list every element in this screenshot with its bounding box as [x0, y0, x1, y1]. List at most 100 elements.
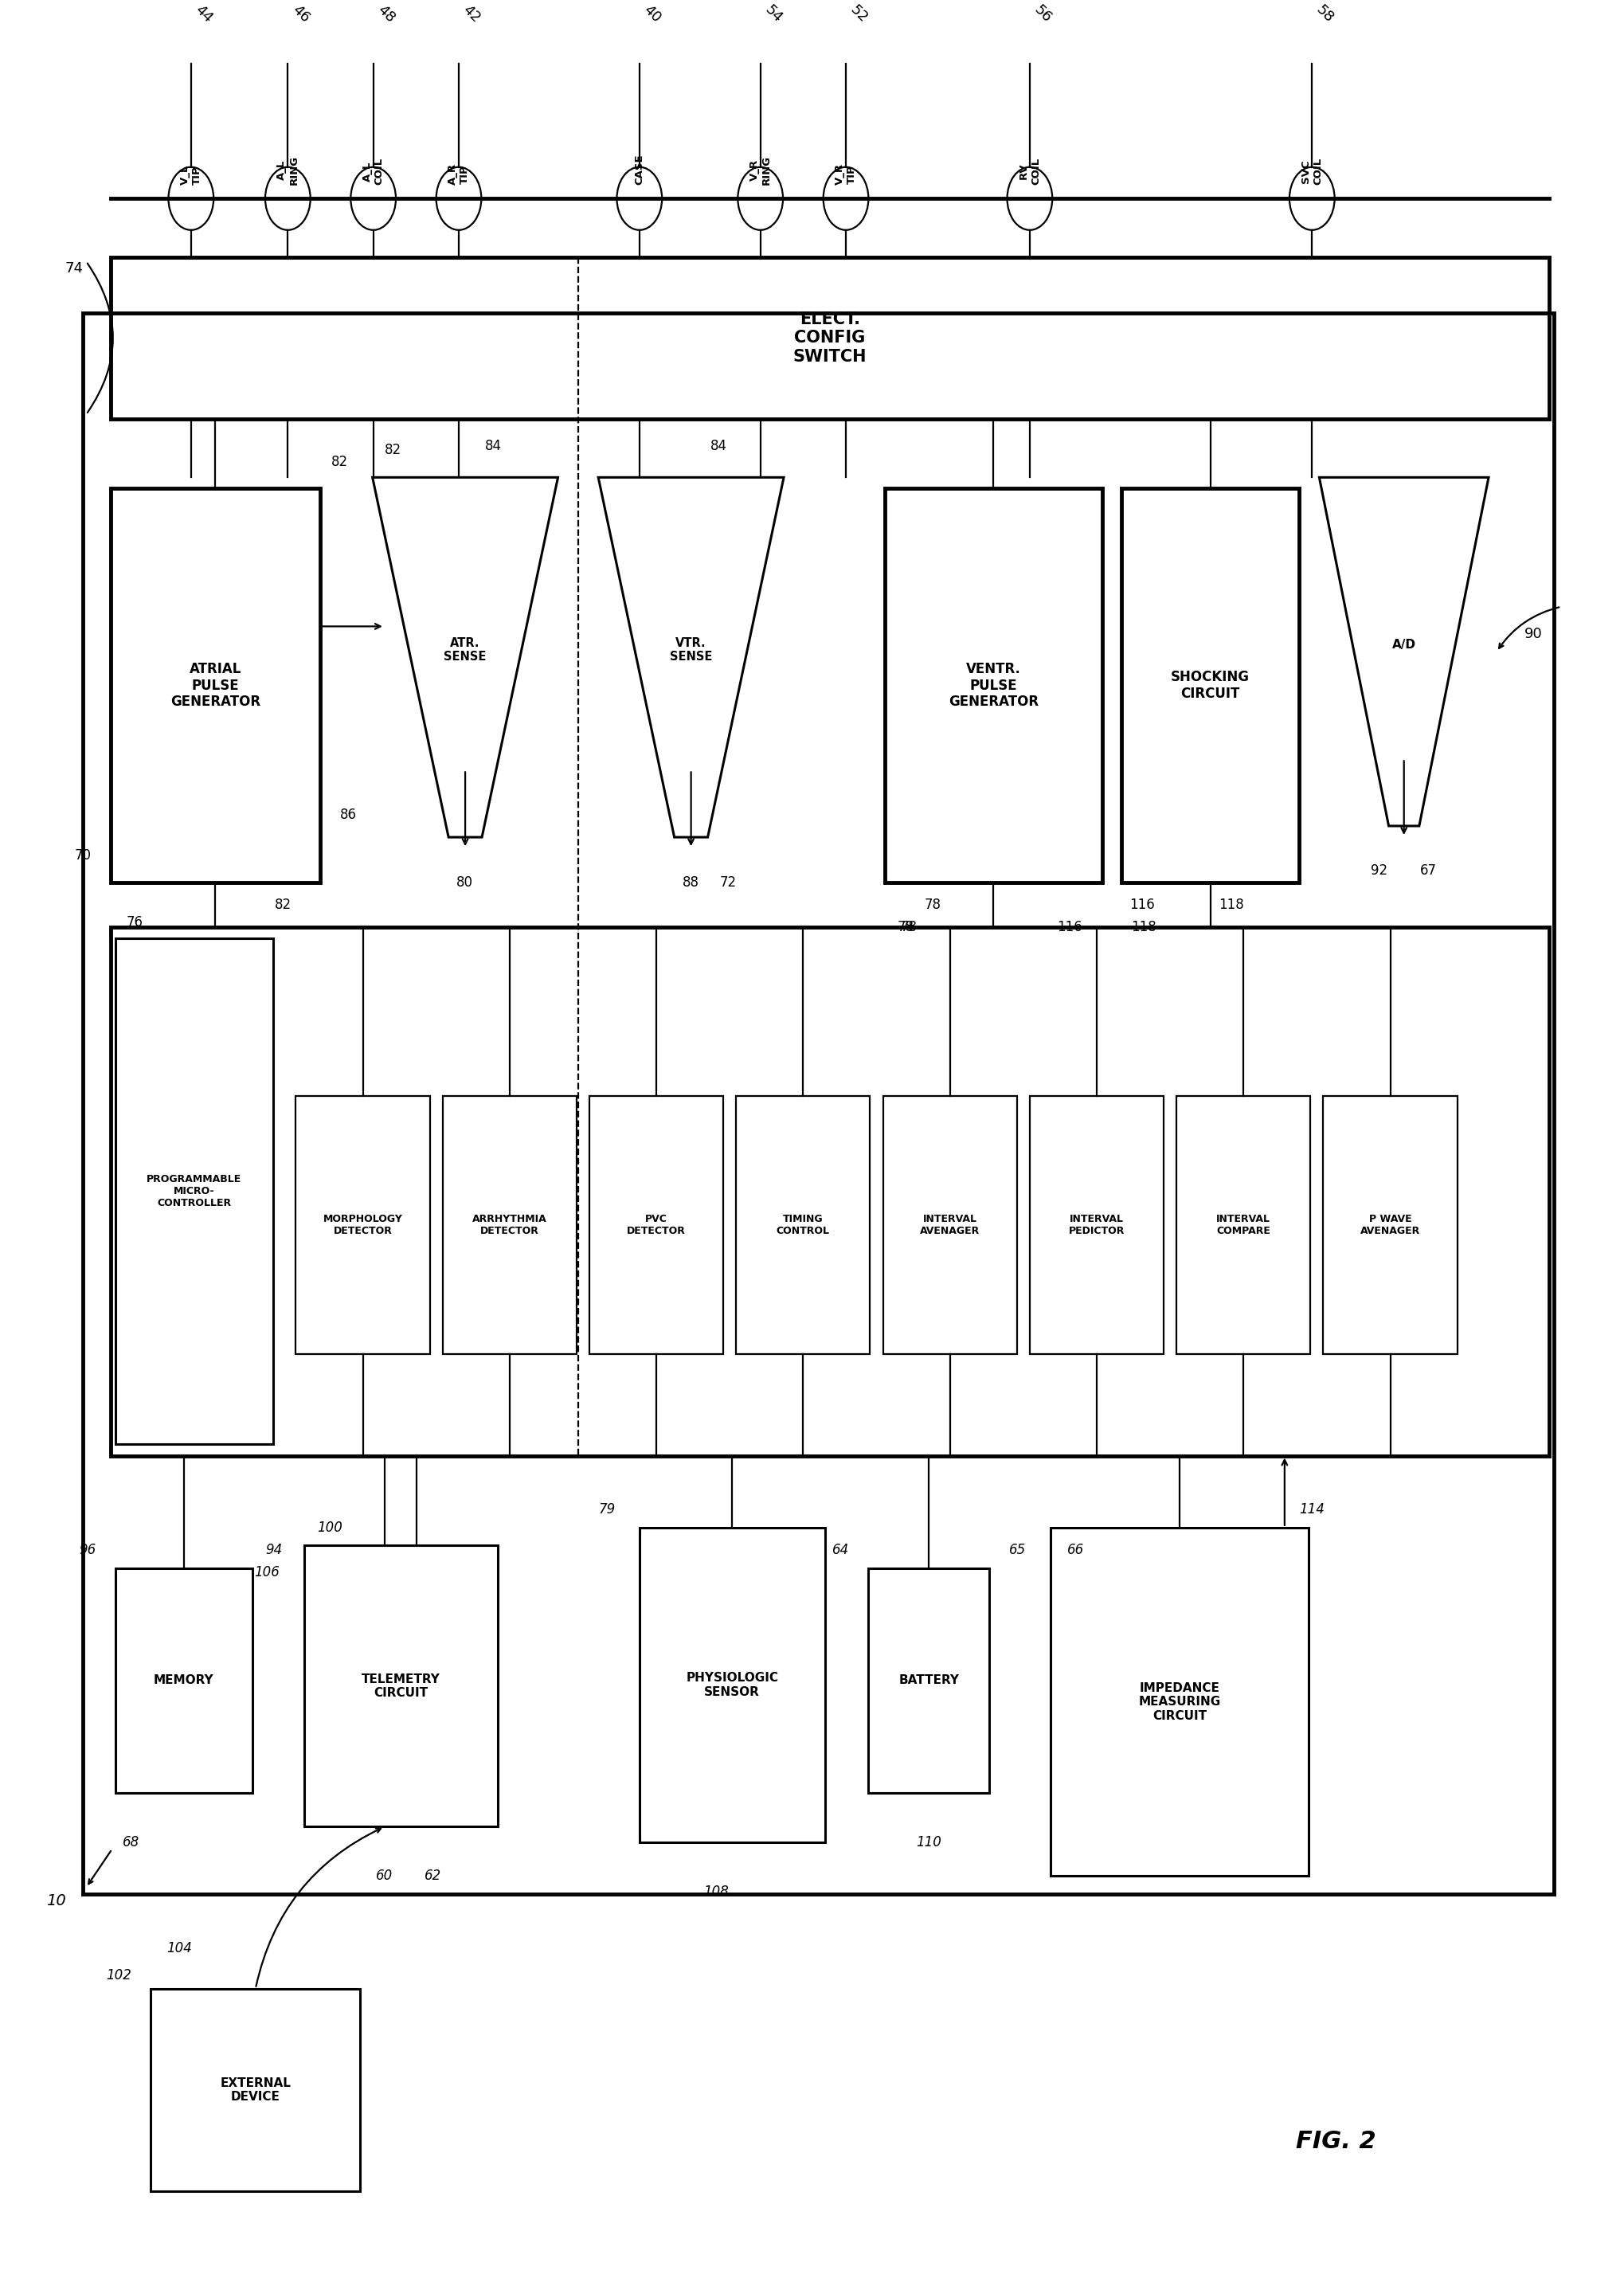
Text: 64: 64 — [831, 1543, 849, 1556]
Text: A/D: A/D — [1392, 639, 1416, 650]
Text: A_L
COIL: A_L COIL — [362, 157, 385, 185]
Text: 102: 102 — [106, 1967, 132, 1983]
Text: PVC
DETECTOR: PVC DETECTOR — [627, 1214, 685, 1237]
Bar — [83, 313, 1554, 1894]
Polygon shape — [598, 477, 784, 837]
Text: BATTERY: BATTERY — [898, 1675, 960, 1686]
Text: 58: 58 — [1314, 2, 1337, 25]
Text: 86: 86 — [339, 808, 356, 822]
Bar — [1176, 1095, 1311, 1356]
Bar — [590, 1095, 723, 1356]
Text: 82: 82 — [274, 897, 292, 913]
Text: 79: 79 — [598, 1502, 615, 1518]
Text: 74: 74 — [65, 260, 83, 276]
Bar — [736, 1095, 870, 1356]
Text: 40: 40 — [641, 2, 664, 25]
Text: 48: 48 — [375, 2, 398, 25]
Text: V_R
RING: V_R RING — [749, 155, 771, 185]
Text: 108: 108 — [703, 1885, 729, 1899]
Text: 116: 116 — [1130, 897, 1155, 913]
Text: TELEMETRY
CIRCUIT: TELEMETRY CIRCUIT — [361, 1673, 440, 1700]
Text: MEMORY: MEMORY — [154, 1675, 214, 1686]
Text: 78: 78 — [901, 920, 918, 933]
Text: 114: 114 — [1299, 1502, 1325, 1518]
Text: 78: 78 — [924, 897, 942, 913]
Text: IMPEDANCE
MEASURING
CIRCUIT: IMPEDANCE MEASURING CIRCUIT — [1138, 1682, 1221, 1721]
Bar — [885, 488, 1103, 883]
Text: 66: 66 — [1067, 1543, 1083, 1556]
Bar — [304, 1545, 497, 1826]
Text: 52: 52 — [848, 2, 870, 25]
Text: 118: 118 — [1132, 920, 1156, 933]
Text: 56: 56 — [1031, 2, 1054, 25]
Text: 62: 62 — [424, 1869, 442, 1883]
Text: PROGRAMMABLE
MICRO-
CONTROLLER: PROGRAMMABLE MICRO- CONTROLLER — [146, 1175, 242, 1209]
Text: FIG. 2: FIG. 2 — [1296, 2129, 1376, 2154]
Text: 116: 116 — [1057, 920, 1083, 933]
Text: A_L
RING: A_L RING — [276, 155, 299, 185]
Text: 44: 44 — [192, 2, 216, 25]
Text: SVC
COIL: SVC COIL — [1301, 157, 1324, 185]
Text: 65: 65 — [1009, 1543, 1026, 1556]
Text: V_R
TIP: V_R TIP — [835, 164, 857, 185]
Bar — [151, 1988, 361, 2191]
Text: MORPHOLOGY
DETECTOR: MORPHOLOGY DETECTOR — [323, 1214, 403, 1237]
Text: 88: 88 — [682, 874, 698, 890]
Bar — [883, 1095, 1017, 1356]
Bar — [110, 488, 320, 883]
Text: INTERVAL
PEDICTOR: INTERVAL PEDICTOR — [1069, 1214, 1125, 1237]
Text: 104: 104 — [167, 1942, 192, 1956]
Text: 96: 96 — [80, 1543, 96, 1556]
Text: PHYSIOLOGIC
SENSOR: PHYSIOLOGIC SENSOR — [685, 1673, 778, 1698]
Bar — [640, 1527, 825, 1842]
Text: 82: 82 — [385, 443, 401, 459]
Text: 70: 70 — [75, 849, 91, 863]
Text: INTERVAL
AVENAGER: INTERVAL AVENAGER — [919, 1214, 979, 1237]
Text: 84: 84 — [710, 438, 728, 454]
Text: INTERVAL
COMPARE: INTERVAL COMPARE — [1216, 1214, 1270, 1237]
Text: 84: 84 — [484, 438, 502, 454]
Text: TIMING
CONTROL: TIMING CONTROL — [776, 1214, 830, 1237]
Bar — [110, 258, 1549, 420]
Text: 92: 92 — [1371, 865, 1389, 879]
Text: ARRHYTHMIA
DETECTOR: ARRHYTHMIA DETECTOR — [473, 1214, 547, 1237]
Bar — [115, 938, 273, 1445]
Polygon shape — [372, 477, 559, 837]
Text: A_R
TIP: A_R TIP — [448, 164, 469, 185]
Text: VTR.
SENSE: VTR. SENSE — [669, 637, 713, 664]
Polygon shape — [1319, 477, 1489, 826]
Text: 118: 118 — [1218, 897, 1244, 913]
Text: 100: 100 — [317, 1520, 343, 1536]
Bar — [443, 1095, 577, 1356]
Text: 76: 76 — [127, 915, 143, 929]
Text: ATR.
SENSE: ATR. SENSE — [443, 637, 487, 664]
Bar — [110, 926, 1549, 1456]
Text: VENTR.
PULSE
GENERATOR: VENTR. PULSE GENERATOR — [948, 662, 1038, 710]
Text: SHOCKING
CIRCUIT: SHOCKING CIRCUIT — [1171, 671, 1250, 701]
Text: 80: 80 — [456, 874, 473, 890]
Bar — [1051, 1527, 1309, 1876]
Text: 54: 54 — [762, 2, 784, 25]
Bar — [115, 1568, 252, 1794]
Text: 10: 10 — [45, 1894, 65, 1908]
Text: 60: 60 — [377, 1869, 393, 1883]
Text: 72: 72 — [719, 874, 737, 890]
Text: CASE: CASE — [635, 155, 645, 185]
Bar — [1324, 1095, 1457, 1356]
Bar — [1030, 1095, 1164, 1356]
Text: V_L
TIP: V_L TIP — [180, 164, 201, 185]
Text: P WAVE
AVENAGER: P WAVE AVENAGER — [1361, 1214, 1421, 1237]
Text: ATRIAL
PULSE
GENERATOR: ATRIAL PULSE GENERATOR — [171, 662, 260, 710]
Text: 46: 46 — [289, 2, 312, 25]
Bar — [869, 1568, 989, 1794]
Text: 94: 94 — [265, 1543, 283, 1556]
Bar — [1122, 488, 1299, 883]
Text: 67: 67 — [1419, 865, 1437, 879]
Text: 110: 110 — [916, 1835, 942, 1851]
Text: 78: 78 — [898, 920, 914, 933]
Text: EXTERNAL
DEVICE: EXTERNAL DEVICE — [221, 2077, 291, 2102]
Text: RV
COIL: RV COIL — [1018, 157, 1041, 185]
Text: 42: 42 — [460, 2, 484, 25]
Bar — [296, 1095, 430, 1356]
Text: 106: 106 — [255, 1565, 279, 1579]
